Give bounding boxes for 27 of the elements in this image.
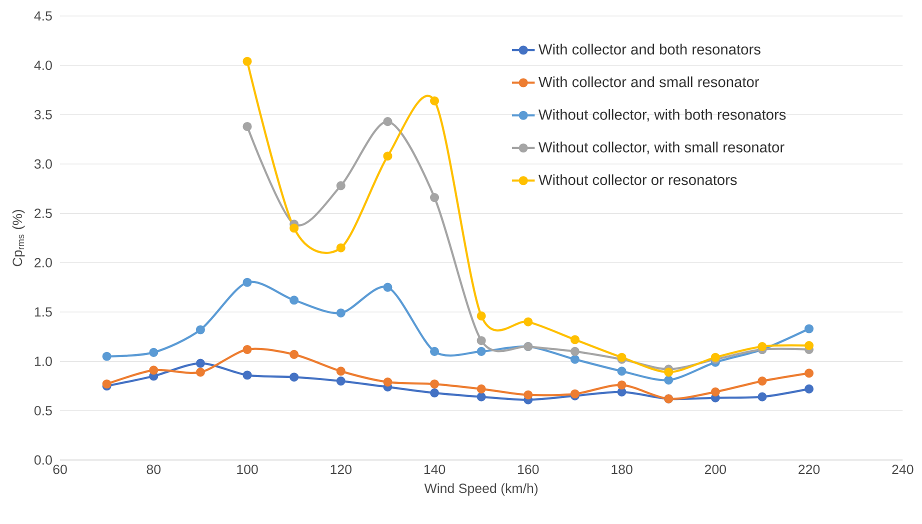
x-tick-label: 180 (612, 464, 632, 474)
x-tick-label: 100 (237, 464, 258, 474)
y-tick-label: 2.5 (34, 208, 52, 218)
x-tick-label: 140 (424, 464, 446, 474)
y-tick-label: 3.5 (34, 110, 52, 120)
y-tick-label: 4.0 (34, 60, 52, 70)
x-tick-label: 80 (146, 464, 161, 474)
x-axis-title: Wind Speed (km/h) (424, 483, 538, 496)
y-tick-label: 3.0 (34, 159, 52, 169)
x-tick-label: 200 (704, 464, 726, 474)
y-tick-label: 2.0 (34, 258, 52, 268)
y-tick-label: 0.0 (34, 455, 52, 465)
legend-label: With collector and both resonators (538, 44, 760, 55)
legend-label: Without collector, with small resonator (538, 142, 784, 154)
x-tick-label: 60 (53, 464, 67, 474)
x-tick-label: 240 (892, 464, 914, 474)
x-tick-label: 220 (798, 464, 820, 474)
y-axis-title: Cp$_{rms}$ (%) (12, 210, 25, 266)
legend-label: With collector and small resonator (538, 76, 760, 88)
y-tick-label: 1.0 (34, 356, 52, 366)
legend-label: Without collector or resonators (538, 174, 737, 186)
y-tick-label: 1.5 (34, 307, 52, 317)
x-tick-label: 120 (330, 464, 352, 474)
legend-label: Without collector, with both resonators (538, 109, 786, 122)
y-tick-label: 4.5 (34, 11, 52, 21)
y-tick-label: 0.5 (34, 406, 52, 416)
x-tick-label: 160 (518, 464, 539, 474)
